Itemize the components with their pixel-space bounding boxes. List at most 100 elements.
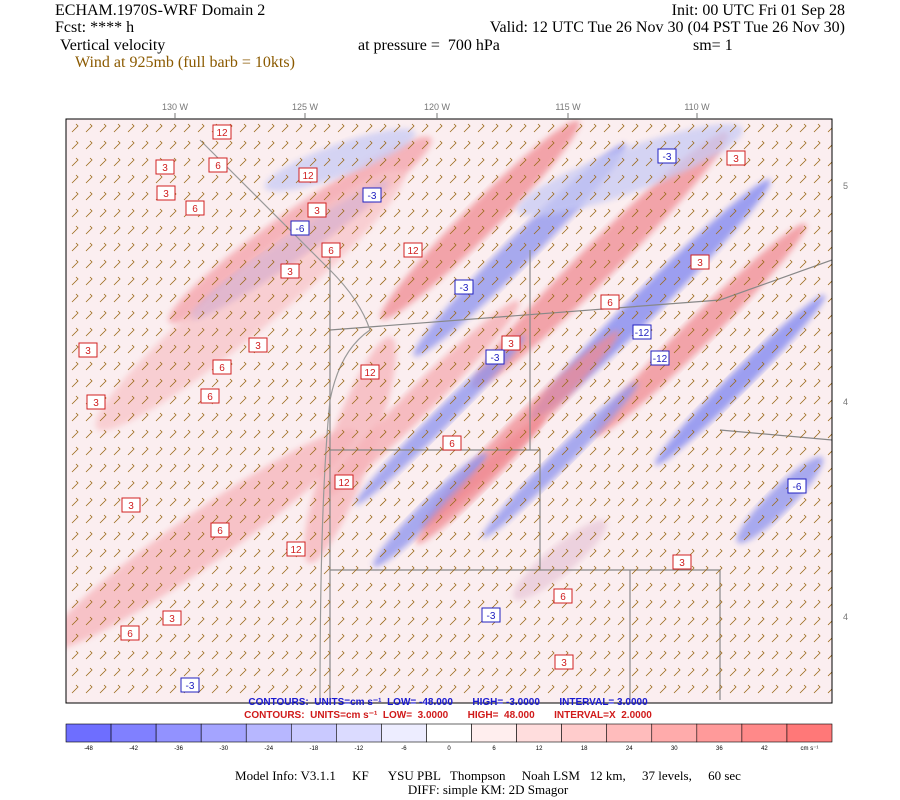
overlay: 130 W 125 W 120 W 115 W 110 W 5 4 4 12 3 6 3 6 12 -3 3 6… xyxy=(78,102,848,693)
color-bar-label: -18 xyxy=(309,746,318,752)
velocity-band xyxy=(513,519,607,601)
init-time: Init: 00 UTC Fri 01 Sep 28 xyxy=(672,2,845,19)
contour-label: 6 xyxy=(207,392,213,403)
contour-label-box xyxy=(156,185,176,201)
contour-label: 6 xyxy=(219,363,225,374)
contour-label-box xyxy=(690,254,710,270)
model-info: Model Info: V3.1.1 KF YSU PBL Thompson N… xyxy=(235,768,741,783)
contour-label: 3 xyxy=(85,346,91,357)
velocity-band xyxy=(516,124,744,216)
contour-label-box xyxy=(501,335,521,351)
contour-label-box xyxy=(554,654,574,670)
contour-label: 6 xyxy=(215,161,221,172)
contour-label: -3 xyxy=(491,353,500,364)
color-bar-label: 12 xyxy=(536,746,543,752)
color-bar-box xyxy=(471,723,517,743)
latitude-label: 4 xyxy=(843,397,848,407)
color-bar-label: 24 xyxy=(626,746,633,752)
contour-label-box xyxy=(290,220,310,236)
contour-label: 6 xyxy=(127,629,133,640)
contour-label: 3 xyxy=(697,258,703,269)
contour-label-box xyxy=(298,167,318,183)
contour-label-box xyxy=(280,263,300,279)
title: ECHAM.1970S-WRF Domain 2 xyxy=(55,2,265,19)
contour-label-box xyxy=(78,342,98,358)
contour-label-box xyxy=(208,157,228,173)
contour-label: 12 xyxy=(364,368,376,379)
contour-label: 3 xyxy=(287,267,293,278)
color-bar-label: 36 xyxy=(716,746,723,752)
contour-label-box xyxy=(120,625,140,641)
color-bar-label: 30 xyxy=(671,746,678,752)
contour-label: 12 xyxy=(290,545,302,556)
contour-label-box xyxy=(180,677,200,693)
contour-label: -12 xyxy=(635,328,650,339)
contour-label: 3 xyxy=(561,658,567,669)
contour-label: -12 xyxy=(653,354,668,365)
contour-label-box xyxy=(632,324,652,340)
color-bar-box xyxy=(155,723,202,743)
color-bar-label: -24 xyxy=(264,746,273,752)
contour-label: 3 xyxy=(162,163,168,174)
contour-label: -6 xyxy=(296,224,305,235)
color-bar-box xyxy=(65,723,112,743)
valid-time: Valid: 12 UTC Tue 26 Nov 30 (04 PST Tue … xyxy=(490,19,845,36)
diff-info: DIFF: simple KM: 2D Smagor xyxy=(408,782,569,797)
color-bar-box xyxy=(696,723,743,743)
contour-label-box xyxy=(553,588,573,604)
contour-label-box xyxy=(726,150,746,166)
color-bar-label: 6 xyxy=(492,746,496,752)
contour-label-box xyxy=(162,610,182,626)
contour-label: 12 xyxy=(302,171,314,182)
color-bar-box xyxy=(651,723,698,743)
contour-label: 6 xyxy=(328,246,334,257)
color-bar-label: 0 xyxy=(447,746,451,752)
contour-label-box xyxy=(212,124,232,140)
color-bar-label: 18 xyxy=(581,746,588,752)
latitude-label: 5 xyxy=(843,181,848,191)
color-bar-label: -6 xyxy=(401,746,407,752)
wind-barbs xyxy=(71,123,832,694)
contour-label: -3 xyxy=(186,681,195,692)
contour-label: -3 xyxy=(460,283,469,294)
contour-label-box xyxy=(121,497,141,513)
color-bar-box xyxy=(110,723,157,743)
color-bar-box xyxy=(606,723,653,743)
velocity-band xyxy=(481,381,639,539)
contour-label: 3 xyxy=(255,341,261,352)
contour-label-box xyxy=(600,294,620,310)
color-bar-label: -48 xyxy=(84,746,93,752)
longitude-label: 115 W xyxy=(555,102,581,112)
contour-label-box xyxy=(155,159,175,175)
contour-label-box xyxy=(403,242,423,258)
contour-label: -3 xyxy=(487,611,496,622)
contour-label: 12 xyxy=(338,478,350,489)
contour-label-box xyxy=(86,394,106,410)
contour-label: -3 xyxy=(663,152,672,163)
color-bar-box xyxy=(290,723,337,743)
latitude-label: 4 xyxy=(843,612,848,622)
velocity-band xyxy=(593,223,807,437)
contour-label-box xyxy=(442,435,462,451)
color-bar-label: -30 xyxy=(219,746,228,752)
color-bar-box xyxy=(336,723,382,743)
contour-label: 3 xyxy=(733,154,739,165)
color-bar-units: cm s⁻¹ xyxy=(801,746,819,752)
contour-label-box xyxy=(212,359,232,375)
contour-label: -6 xyxy=(793,482,802,493)
map-frame xyxy=(65,118,833,704)
contour-label: 12 xyxy=(216,128,228,139)
color-bar-box xyxy=(426,723,472,743)
contour-label-box xyxy=(481,607,501,623)
contour-label-box xyxy=(321,242,341,258)
longitude-label: 110 W xyxy=(684,102,710,112)
contour-label-box xyxy=(672,554,692,570)
pressure: at pressure = 700 hPa xyxy=(358,37,500,54)
contour-info-negative: CONTOURS: UNITS=cm s⁻¹ LOW= -48.000 HIGH… xyxy=(248,697,648,708)
contour-label: 6 xyxy=(560,592,566,603)
contour-label: 3 xyxy=(314,206,320,217)
contour-label: 3 xyxy=(508,339,514,350)
contour-label-box xyxy=(248,337,268,353)
contour-label-box xyxy=(360,364,380,380)
